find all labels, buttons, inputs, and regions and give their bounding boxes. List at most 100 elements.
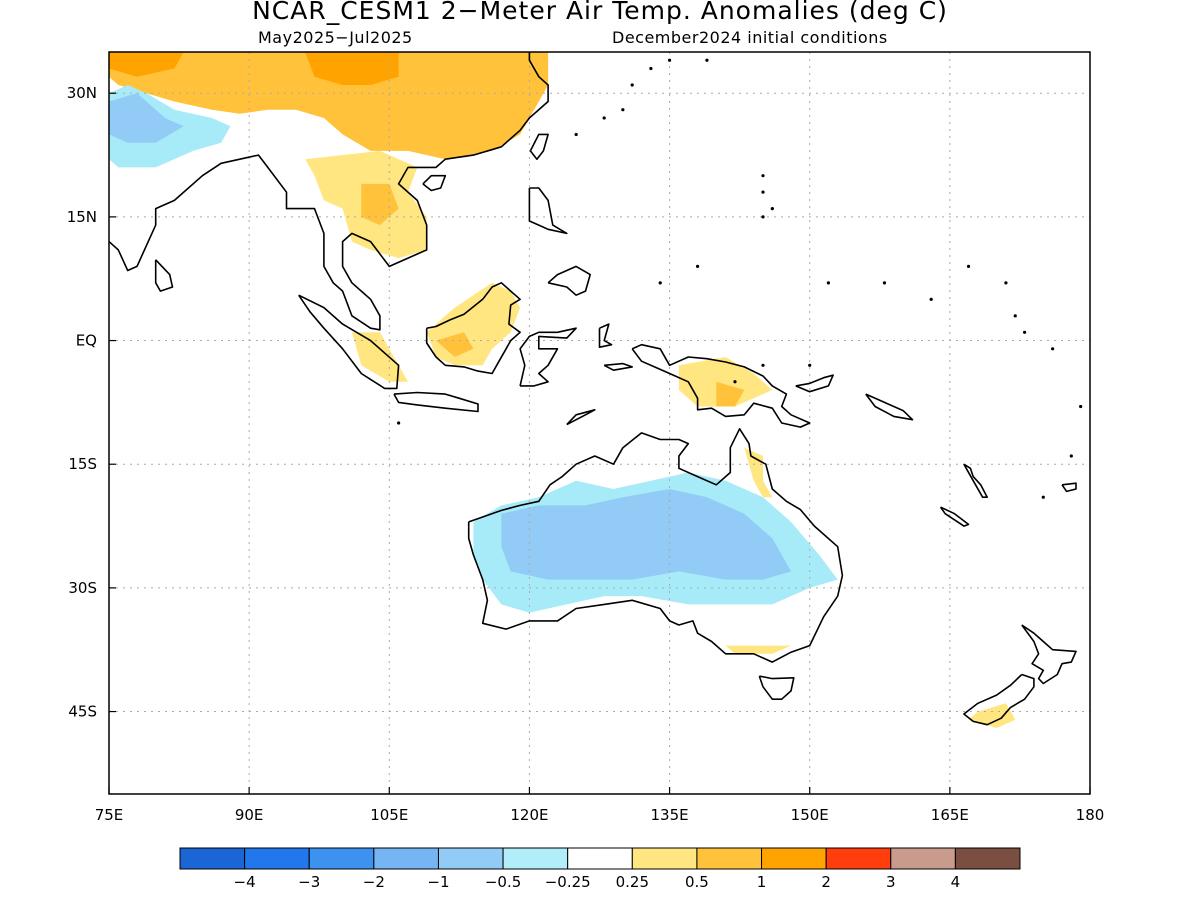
island-dot [761, 215, 765, 219]
coastline-vanuatu [963, 463, 989, 499]
anomaly-region-australia-cooler [501, 489, 791, 580]
anomaly-region-nz-warm [968, 703, 1016, 728]
coastline-newbritain [795, 374, 834, 393]
legend-swatch [308, 847, 375, 870]
legend-label: 3 [886, 873, 896, 891]
island-dot [705, 58, 709, 62]
anomaly-region-borneo-warmer [436, 332, 474, 357]
island-dot [1004, 281, 1008, 285]
coastline-newcaledonia [939, 506, 970, 527]
island-dot [397, 421, 401, 425]
anomaly-region-qld-warm [744, 447, 773, 498]
coastline-timor [566, 408, 596, 426]
initial-conditions-subtitle: December2024 initial conditions [612, 28, 888, 47]
coastline-newguinea [631, 343, 811, 428]
legend-label: −2 [363, 873, 385, 891]
graticule [109, 52, 1090, 794]
legend-swatch [567, 847, 633, 870]
coastline-tasmania [758, 675, 795, 701]
legend-swatch [244, 847, 310, 870]
legend-swatch [954, 847, 1021, 870]
coastline-nz-south [963, 673, 1035, 726]
island-dot [761, 190, 765, 194]
anomaly-fills [109, 52, 1016, 728]
lon-tick-label: 165E [931, 806, 969, 824]
legend-label: 1 [757, 873, 767, 891]
island-dot [630, 83, 634, 87]
coastline-halmahera [598, 323, 613, 349]
anomaly-region-newguinea-warmer [716, 381, 745, 407]
anomaly-region-china-warm [109, 52, 549, 160]
island-dot [1041, 495, 1045, 499]
island-dot [649, 66, 653, 71]
island-dot [696, 264, 700, 268]
legend-label: −4 [234, 873, 256, 891]
legend-swatch [825, 847, 892, 870]
lon-tick-label: 90E [235, 806, 264, 824]
legend-label: 0.25 [616, 873, 649, 891]
island-dot [882, 281, 887, 285]
legend-swatch [890, 847, 956, 870]
island-dot [770, 207, 774, 211]
legend-swatch [437, 847, 504, 870]
island-dot [808, 363, 812, 367]
legend-label: −0.5 [485, 873, 521, 891]
coastline-luzon [528, 187, 568, 235]
coastline-taiwan [529, 133, 549, 160]
island-dot [1051, 347, 1055, 351]
island-dot [826, 281, 831, 285]
anomaly-region-west-strong [109, 52, 184, 77]
coastlines [109, 52, 1083, 726]
chart-title: NCAR_CESM1 2−Meter Air Temp. Anomalies (… [252, 0, 948, 25]
lat-tick-label: 30N [67, 84, 97, 102]
color-legend: −4 −3 −2 −1 −0.5 −0.25 0.25 0.5 1 2 3 4 [179, 847, 1021, 891]
lat-tick-label: 45S [68, 703, 97, 721]
coastline-sulawesi [519, 327, 577, 387]
coastline-mindanao [547, 265, 592, 297]
lon-tick-label: 105E [370, 806, 408, 824]
coastline-asia-coast [109, 52, 549, 331]
island-dot [1013, 314, 1017, 318]
legend-swatch [761, 847, 827, 870]
coastline-solomons [865, 393, 914, 421]
lat-tick-label: 30S [68, 579, 97, 597]
coastline-seram [603, 362, 634, 372]
period-subtitle: May2025−Jul2025 [258, 28, 413, 47]
island-dot [966, 264, 971, 268]
legend-swatch [373, 847, 439, 870]
lat-tick-label: 15N [67, 208, 97, 226]
lon-tick-label: 150E [791, 806, 829, 824]
legend-label: 4 [951, 873, 961, 891]
lon-tick-label: 135E [651, 806, 689, 824]
map-frame [108, 51, 1091, 795]
lon-tick-label: 120E [510, 806, 548, 824]
island-dot [733, 380, 737, 384]
island-dot [761, 174, 765, 178]
legend-label: −1 [427, 873, 449, 891]
coastline-borneo [425, 281, 521, 375]
legend-swatch [179, 847, 246, 870]
coastline-java [393, 391, 479, 413]
lon-tick-label: 75E [95, 806, 124, 824]
legend-swatch [696, 847, 763, 870]
island-dot [667, 58, 672, 62]
island-dot [1023, 330, 1027, 334]
coastline-srilanka [154, 259, 174, 292]
legend-label: −0.25 [545, 873, 591, 891]
anomaly-region-victoria-warm [725, 645, 791, 654]
legend-label: 0.5 [685, 873, 709, 891]
anomaly-region-tibet-strong [305, 52, 399, 85]
coastline-australia [467, 427, 844, 663]
lat-tick-label: EQ [76, 332, 97, 350]
island-dot [658, 281, 662, 285]
island-dot [574, 132, 578, 137]
legend-swatch [631, 847, 698, 870]
island-dot [621, 108, 625, 112]
island-dot [929, 297, 933, 301]
anomaly-region-india-cooler [109, 93, 184, 143]
legend-label: −3 [298, 873, 320, 891]
lon-tick-label: 180 [1076, 806, 1105, 824]
lat-tick-label: 15S [68, 455, 97, 473]
island-dot [761, 363, 765, 367]
